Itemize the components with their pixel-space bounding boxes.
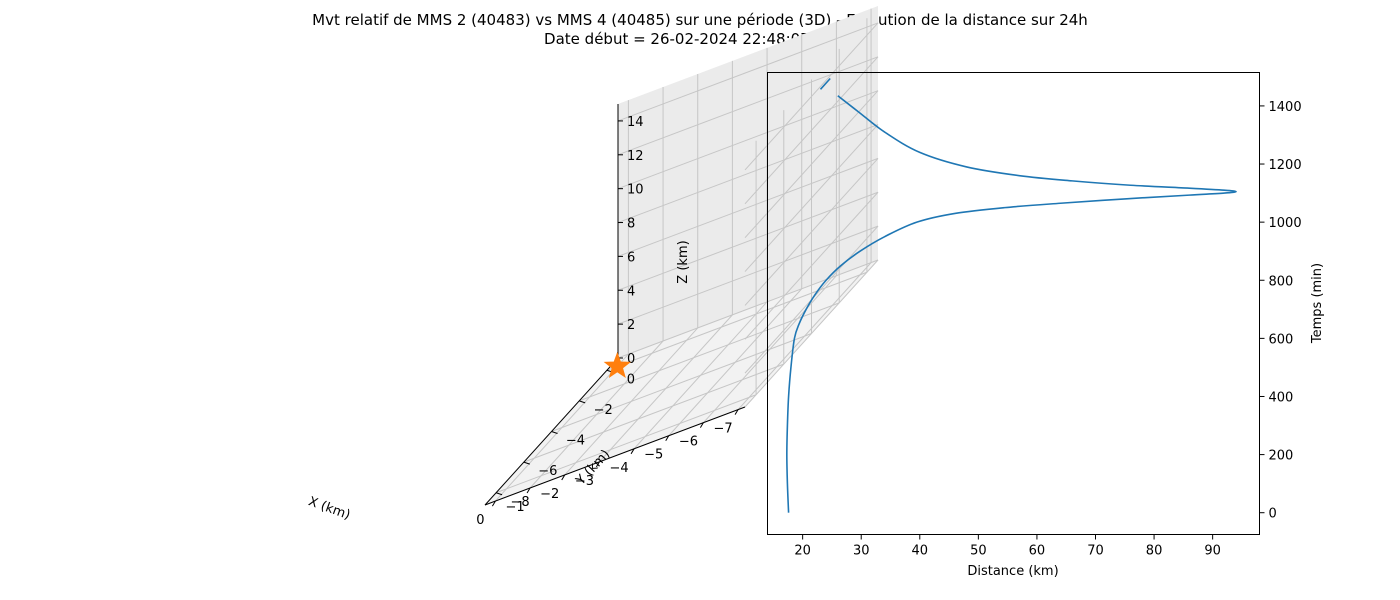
trajectory-line bbox=[819, 77, 831, 90]
x-tick-mark bbox=[734, 409, 739, 415]
data-layer bbox=[603, 77, 831, 378]
x-tick-label: −5 bbox=[644, 448, 663, 463]
x-tick-mark bbox=[561, 474, 566, 481]
grid-line bbox=[617, 22, 879, 122]
plot-frame bbox=[767, 72, 1260, 535]
x-tick-label: −6 bbox=[679, 435, 698, 450]
x-tick-label: −3 bbox=[575, 474, 594, 489]
grid-line bbox=[617, 157, 879, 257]
y-tick-label: −6 bbox=[538, 464, 557, 479]
z-tick-label: 14 bbox=[627, 115, 644, 130]
x-tick-mark bbox=[526, 487, 531, 494]
z-tick-label: 8 bbox=[627, 217, 635, 232]
x-axis-label: X (km) bbox=[306, 494, 352, 523]
chart-3d-trajectory: −7 −6 −5 −4 −3 −2 −1 0 −8 −6 −4 −2 0 0 2 4 6 8 10 12 14 X (k… bbox=[306, 6, 879, 528]
x-tick-label: 40 bbox=[912, 544, 929, 559]
y-tick-mark bbox=[551, 431, 558, 434]
y-tick-mark bbox=[523, 461, 530, 465]
grid-line bbox=[606, 271, 868, 371]
x-tick-label: −4 bbox=[609, 461, 628, 476]
chart-distance-vs-time: 20 30 40 50 60 70 80 90 0 200 400 600 800 1000 1200 140… bbox=[767, 72, 1325, 579]
x-tick-mark bbox=[491, 500, 496, 507]
grid-line bbox=[617, 225, 879, 325]
y-tick-label: −8 bbox=[510, 495, 529, 510]
figure-title-line-1: Mvt relatif de MMS 2 (40483) vs MMS 4 (4… bbox=[312, 11, 1088, 29]
x-tick-label: 30 bbox=[853, 544, 870, 559]
x-tick-mark bbox=[630, 448, 635, 455]
y-tick-mark bbox=[495, 492, 503, 496]
y-tick-label: 0 bbox=[1269, 507, 1277, 522]
grid-line bbox=[551, 333, 812, 432]
y-tick-label: 0 bbox=[627, 372, 635, 387]
y-tick-label: 800 bbox=[1269, 274, 1294, 289]
x-tick-label: 20 bbox=[794, 544, 811, 559]
distance-series-line bbox=[786, 95, 1237, 513]
z-tick-label: 12 bbox=[627, 149, 644, 164]
y-tick-label: 200 bbox=[1269, 449, 1294, 464]
grid-line bbox=[617, 191, 879, 291]
y-tick-label: 1000 bbox=[1269, 216, 1302, 231]
x-tick-mark bbox=[699, 422, 704, 428]
data-layer bbox=[786, 95, 1237, 513]
tick-labels: −7 −6 −5 −4 −3 −2 −1 0 −8 −6 −4 −2 0 0 2 4 6 8 10 12 14 bbox=[476, 115, 739, 528]
x-tick-label: 70 bbox=[1087, 544, 1104, 559]
z-axis-label: Z (km) bbox=[676, 240, 691, 283]
x-tick-label: −2 bbox=[540, 487, 559, 502]
x-tick-label: −7 bbox=[713, 422, 732, 437]
x-tick-label: 50 bbox=[970, 544, 987, 559]
grid-line bbox=[523, 363, 784, 463]
z-tick-label: 10 bbox=[627, 183, 644, 198]
y-axis-label: Temps (min) bbox=[1310, 263, 1325, 344]
x-tick-label: −1 bbox=[505, 500, 524, 515]
x-tick-label: 90 bbox=[1204, 544, 1221, 559]
origin-star-marker bbox=[603, 351, 632, 378]
y-tick-mark bbox=[579, 400, 586, 404]
grid-line bbox=[579, 302, 840, 402]
x-axis-line bbox=[484, 406, 746, 506]
y-tick-label: −2 bbox=[594, 403, 613, 418]
y-tick-label: 1400 bbox=[1269, 100, 1302, 115]
x-axis-label: Distance (km) bbox=[967, 564, 1058, 579]
y-tick-label: 400 bbox=[1269, 390, 1294, 405]
back-pane bbox=[618, 6, 878, 358]
z-tick-label: 4 bbox=[627, 284, 635, 299]
x-tick-label: 80 bbox=[1146, 544, 1163, 559]
grid-line bbox=[617, 90, 879, 190]
grid-line bbox=[617, 56, 879, 156]
x-tick-mark bbox=[665, 435, 670, 442]
x-tick-label: 60 bbox=[1029, 544, 1046, 559]
tick-layer: 20 30 40 50 60 70 80 90 0 200 400 600 800 1000 1200 140… bbox=[794, 100, 1301, 559]
x-tick-label: 0 bbox=[476, 513, 484, 528]
z-tick-label: 6 bbox=[627, 250, 635, 265]
x-tick-mark bbox=[595, 461, 600, 468]
z-tick-label: 0 bbox=[627, 352, 635, 367]
grid-line bbox=[617, 259, 879, 359]
grid-line bbox=[617, 124, 879, 224]
y-tick-label: −4 bbox=[566, 434, 585, 449]
y-tick-label: 1200 bbox=[1269, 158, 1302, 173]
y-tick-label: 600 bbox=[1269, 332, 1294, 347]
grid-line bbox=[495, 394, 757, 494]
z-tick-label: 2 bbox=[627, 318, 635, 333]
figure-title-line-2: Date début = 26-02-2024 22:48:07 (UTC) bbox=[544, 30, 856, 48]
